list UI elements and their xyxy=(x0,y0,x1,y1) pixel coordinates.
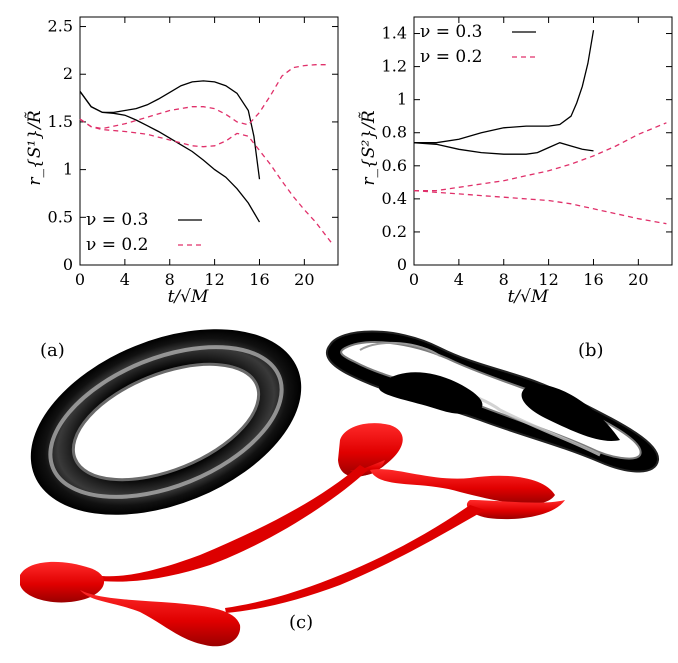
y-tick-label: 0 xyxy=(63,255,73,274)
plot-frame xyxy=(79,16,339,266)
y-tick-label: 0.2 xyxy=(382,222,407,241)
x-axis-label: t/√M xyxy=(508,287,549,307)
y-tick-label: 1.4 xyxy=(382,24,407,43)
x-tick-label: 8 xyxy=(499,270,509,289)
y-tick-label: 1.5 xyxy=(48,112,73,131)
series-line xyxy=(79,118,333,245)
series-line xyxy=(413,189,667,225)
y-tick-label: 1.2 xyxy=(382,57,407,76)
y-tick-label: 0 xyxy=(397,255,407,274)
series-group xyxy=(79,64,333,245)
x-axis-label: t/√M xyxy=(168,287,209,307)
ring-shape-c xyxy=(20,423,565,647)
x-tick-label: 12 xyxy=(204,270,224,289)
legend: ν = 0.3 ν = 0.2 xyxy=(420,22,536,67)
panel-label-a: (a) xyxy=(40,340,65,361)
x-tick-label: 16 xyxy=(583,270,603,289)
series-line xyxy=(79,80,261,180)
x-tick-label: 4 xyxy=(454,270,464,289)
x-tick-label: 0 xyxy=(75,270,85,289)
x-tick-label: 8 xyxy=(165,270,175,289)
pinched-torus-shape-b xyxy=(325,330,660,473)
tick-group: 0 4 8 12 16 20 0 0.5 1 1.5 2 2.5 xyxy=(48,17,338,289)
series-line xyxy=(414,30,595,144)
chart-left: 0 4 8 12 16 20 0 0.5 1 1.5 2 2.5 ν = 0.3 ν = 0.2 t/√… xyxy=(25,16,339,307)
y-tick-label: 0.5 xyxy=(48,207,73,226)
series-group xyxy=(413,30,667,225)
y-axis-label: r_{S¹}/R̃ xyxy=(25,110,45,185)
y-tick-label: 2.5 xyxy=(48,17,73,36)
series-line xyxy=(79,91,261,223)
series-line xyxy=(414,122,667,192)
legend-entry-label: ν = 0.2 xyxy=(86,235,148,255)
panel-label-c: (c) xyxy=(289,612,313,633)
y-tick-label: 0.6 xyxy=(382,156,407,175)
tick-group: 0 4 8 12 16 20 0 0.2 0.4 0.6 0.8 1 1.2 1.4 xyxy=(382,17,672,289)
legend-entry-label: ν = 0.3 xyxy=(86,210,148,230)
series-line xyxy=(413,142,594,155)
panel-label-b: (b) xyxy=(578,340,604,361)
plot-frame xyxy=(413,16,673,266)
y-tick-label: 0.8 xyxy=(382,123,407,142)
x-tick-label: 12 xyxy=(538,270,558,289)
y-tick-label: 1 xyxy=(63,160,73,179)
series-line xyxy=(79,64,327,130)
y-axis-label: r_{S²}/R̃ xyxy=(359,110,379,185)
x-tick-label: 16 xyxy=(249,270,269,289)
y-tick-label: 2 xyxy=(63,64,73,83)
x-tick-label: 4 xyxy=(120,270,130,289)
x-tick-label: 20 xyxy=(628,270,648,289)
torus-shape-a xyxy=(30,329,302,515)
legend-entry-label: ν = 0.2 xyxy=(420,47,482,67)
y-tick-label: 0.4 xyxy=(382,189,407,208)
legend-entry-label: ν = 0.3 xyxy=(420,22,482,42)
x-tick-label: 0 xyxy=(409,270,419,289)
y-tick-label: 1 xyxy=(397,90,407,109)
x-tick-label: 20 xyxy=(294,270,314,289)
legend: ν = 0.3 ν = 0.2 xyxy=(86,210,202,255)
